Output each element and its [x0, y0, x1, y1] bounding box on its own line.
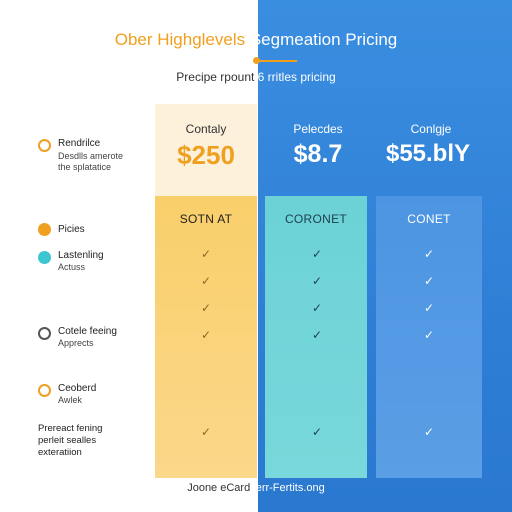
check-icon: ✓	[423, 301, 435, 315]
plan-2-price: $8.7	[293, 140, 343, 168]
check-icon: ✓	[200, 274, 212, 288]
feature-sub: perleit sealles	[38, 435, 97, 446]
feature-label: Rendrilce	[58, 138, 101, 149]
feature-sub: exteratiion	[38, 447, 82, 458]
check-icon: ✓	[423, 247, 435, 261]
check-icon: ✓	[200, 425, 212, 439]
subtitle-left: Precipe rpount	[176, 70, 258, 84]
check-icon: ✓	[311, 274, 323, 288]
check-icon: ✓	[200, 328, 212, 342]
check-icon: ✓	[200, 301, 212, 315]
title-right: Segmeation Pricing	[249, 30, 398, 49]
check-icon: ✓	[423, 328, 435, 342]
check-icon: ✓	[200, 247, 212, 261]
plan-1-column[interactable]	[155, 196, 257, 478]
feature-sub: Actuss	[58, 262, 86, 272]
plan-3-tier-label: CONET	[407, 212, 451, 226]
feature-label: Picies	[58, 224, 85, 235]
plan-2-column[interactable]	[265, 196, 367, 478]
check-icon: ✓	[423, 274, 435, 288]
plan-1-tier-label: SOTN AT	[179, 212, 233, 226]
page-title: Ober Highglevels Segmeation Pricing	[0, 30, 512, 50]
feature-row: Prereact fening perleit sealles exterati…	[38, 423, 102, 459]
check-icon: ✓	[311, 425, 323, 439]
plan-2-name: Pelecdes	[293, 122, 343, 136]
orange-dot-icon	[38, 223, 51, 236]
gear-icon	[38, 327, 51, 340]
feature-label: Ceoberd	[58, 383, 97, 394]
check-icon: ✓	[423, 425, 435, 439]
plan-1-name: Contaly	[185, 122, 227, 136]
feature-sub: the splatatice	[58, 162, 112, 172]
feature-label: Cotele feeing	[58, 326, 117, 337]
title-left: Ober Highglevels	[114, 30, 250, 49]
footer-left: Joone eCard	[187, 482, 251, 494]
plan-3-name: Conlgje	[410, 122, 452, 136]
feature-sub: Desdlls amerote	[58, 151, 124, 161]
feature-sub: Apprects	[58, 338, 94, 348]
plan-2-tier-label: CORONET	[284, 212, 348, 226]
plan-1-header-card	[155, 104, 257, 196]
check-icon: ✓	[311, 301, 323, 315]
plan-1-price: $250	[177, 140, 235, 170]
orange-gear-icon	[38, 384, 51, 397]
check-icon: ✓	[311, 328, 323, 342]
feature-label: Lastenling	[58, 250, 104, 261]
check-icon: ✓	[311, 247, 323, 261]
feature-sub: Awlek	[58, 395, 82, 405]
ring-icon	[38, 139, 51, 152]
footer-link[interactable]: Joone eCardyerr-Fertits.ong	[0, 482, 512, 494]
title-underline	[255, 60, 297, 62]
footer-right: yerr-Fertits.ong	[250, 482, 325, 494]
page-subtitle: Precipe rpount 6 rritles pricing	[0, 70, 512, 84]
teal-dot-icon	[38, 251, 51, 264]
plan-3-column[interactable]	[376, 196, 482, 478]
subtitle-right: 6 rritles pricing	[257, 70, 336, 84]
feature-label: Prereact fening	[38, 423, 103, 434]
plan-3-price: $55.blY	[385, 140, 471, 167]
